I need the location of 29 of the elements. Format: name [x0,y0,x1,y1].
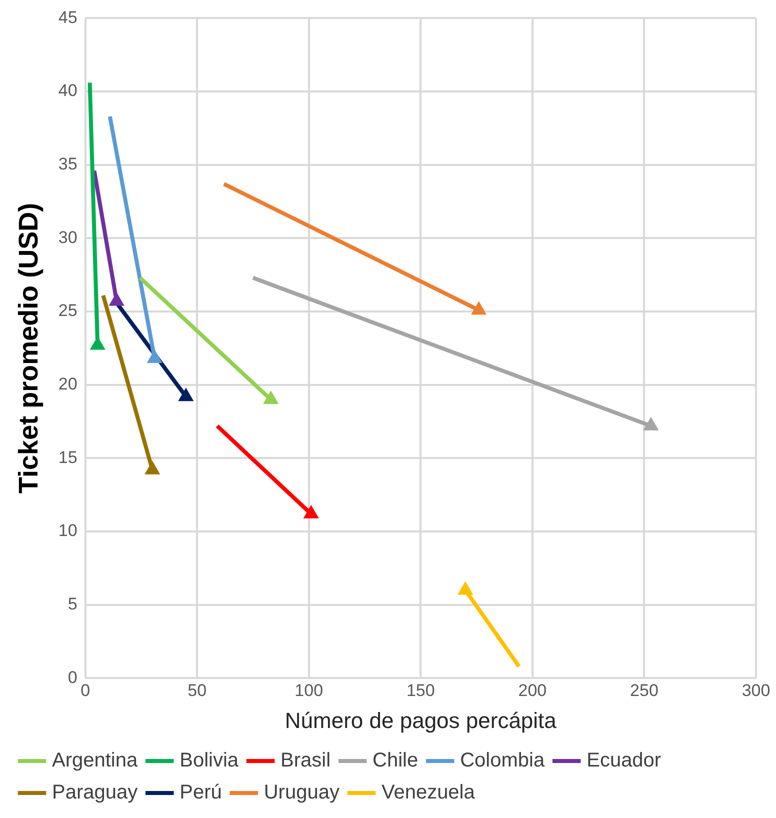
y-tick-label: 5 [68,594,78,614]
y-tick-label: 10 [58,521,78,540]
legend-label: Perú [180,782,222,804]
x-tick-label: 250 [630,681,658,700]
legend-label: Colombia [460,750,546,772]
legend-label: Brasil [280,750,331,772]
legend-label: Uruguay [264,782,340,804]
legend-label: Argentina [52,750,138,772]
y-tick-label: 0 [68,668,78,687]
y-tick-label: 40 [58,81,78,100]
x-tick-label: 300 [742,681,770,700]
x-axis-title: Número de pagos percápita [284,708,558,733]
legend-label: Chile [372,750,418,772]
legend-label: Venezuela [381,782,476,804]
y-tick-label: 35 [58,154,78,174]
x-tick-label: 100 [294,681,324,700]
x-tick-label: 50 [188,681,207,700]
legend-label: Bolivia [180,750,240,772]
y-tick-label: 25 [58,301,78,320]
x-tick-label: 0 [80,681,90,700]
y-tick-label: 20 [58,374,78,394]
legend-label: Ecuador [586,750,662,772]
y-tick-label: 30 [58,228,78,247]
legend-label: Paraguay [52,782,138,804]
y-tick-label: 15 [58,448,78,467]
x-tick-label: 200 [518,681,547,700]
y-tick-label: 45 [58,8,78,27]
y-axis-title: Ticket promedio (USD) [14,202,44,494]
x-tick-label: 150 [406,681,435,700]
